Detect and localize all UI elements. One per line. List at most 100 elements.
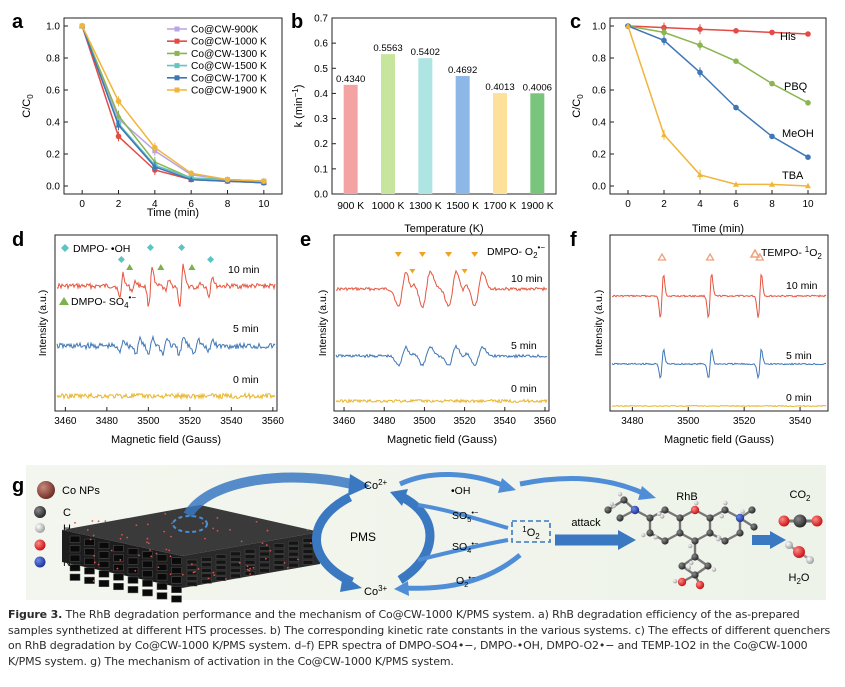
y-tick-label: 0.4 bbox=[46, 118, 60, 129]
co-particle bbox=[164, 513, 167, 515]
wood-pore bbox=[215, 559, 227, 565]
panel-letter: d bbox=[12, 229, 24, 251]
panel-letter: c bbox=[570, 11, 581, 33]
data-point bbox=[805, 154, 811, 160]
triangle-marker-icon bbox=[418, 252, 426, 257]
co-particle bbox=[121, 533, 123, 536]
x-tick-label: 3480 bbox=[96, 416, 119, 427]
co-particle bbox=[116, 567, 119, 570]
arrow-head bbox=[770, 531, 786, 549]
attack-label: attack bbox=[571, 517, 601, 529]
y-tick-label: 0.4 bbox=[314, 89, 328, 100]
y-tick-label: 0.7 bbox=[314, 14, 328, 25]
hydrogen-ball-icon bbox=[723, 500, 728, 506]
x-tick-label: 10 bbox=[258, 199, 270, 210]
atom-ball-icon bbox=[620, 496, 628, 504]
co-particle bbox=[216, 517, 219, 519]
wood-pore bbox=[259, 568, 270, 573]
pms-label: PMS bbox=[350, 530, 376, 544]
co-particle bbox=[246, 568, 249, 571]
series-label: His bbox=[780, 31, 796, 43]
bar-value-label: 0.4692 bbox=[448, 65, 477, 76]
co-particle bbox=[255, 520, 258, 523]
x-tick-label: 1900 K bbox=[521, 201, 554, 212]
wood-pore bbox=[302, 554, 314, 560]
y-tick-label: 0.2 bbox=[314, 139, 328, 150]
carbon-wood-block bbox=[62, 505, 320, 603]
diamond-marker-icon bbox=[146, 244, 154, 251]
wood-pore bbox=[127, 548, 139, 556]
co-particle bbox=[204, 537, 206, 540]
arrow-head bbox=[348, 474, 370, 496]
co-particle bbox=[216, 529, 219, 532]
data-point bbox=[661, 37, 667, 44]
y-axis-label: C/C0 bbox=[571, 94, 585, 118]
axis-ticks: 0 2 4 6 8 10 0.0 0.2 0.4 0.6 0.8 1.0 bbox=[46, 22, 270, 211]
wood-pore bbox=[201, 557, 212, 562]
wood-pore bbox=[156, 573, 168, 581]
wood-pore bbox=[113, 545, 124, 553]
x-tick-label: 3540 bbox=[494, 416, 517, 427]
co-particle bbox=[92, 534, 95, 537]
co-particle bbox=[134, 569, 137, 572]
data-point bbox=[188, 176, 195, 182]
co-particle bbox=[229, 528, 231, 531]
figure-caption: Figure 3. The RhB degradation performanc… bbox=[8, 607, 838, 669]
arrow-head bbox=[638, 486, 656, 500]
triangle-marker-icon bbox=[188, 264, 196, 270]
legend-label: Co@CW-1500 K bbox=[191, 61, 267, 72]
diamond-legend-icon bbox=[61, 244, 69, 252]
y-axis-label: Intensity (a.u.) bbox=[37, 290, 49, 357]
atom-ball-icon bbox=[676, 529, 684, 537]
panel-d: d 3460 3480 3500 3520 3540 3560 Magnetic fiel… bbox=[12, 229, 284, 446]
y-axis-label: Intensity (a.u.) bbox=[593, 290, 605, 357]
x-tick-label: 6 bbox=[733, 199, 739, 210]
y-tick-label: 0.4 bbox=[592, 118, 606, 129]
wood-pore bbox=[84, 576, 95, 584]
triangle-marker-icon bbox=[394, 252, 402, 257]
wood-pore bbox=[142, 551, 153, 559]
caption-text: The RhB degradation performance and the … bbox=[8, 608, 831, 668]
wood-pore bbox=[142, 579, 153, 587]
trace-label: 5 min bbox=[233, 323, 259, 335]
wood-pore bbox=[288, 546, 299, 551]
legend-so4: DMPO- SO4•− bbox=[71, 293, 136, 310]
data-point bbox=[661, 29, 667, 36]
triangle-legend-icon bbox=[59, 297, 69, 305]
arrow-shape bbox=[404, 553, 522, 591]
wood-pore bbox=[142, 570, 153, 578]
x-axis-label: Time (min) bbox=[692, 223, 744, 235]
singlet-oxygen-box bbox=[511, 520, 551, 543]
data-point bbox=[805, 100, 811, 106]
bar-value-label: 0.4006 bbox=[523, 82, 552, 93]
x-tick-label: 3460 bbox=[333, 416, 356, 427]
panel-letter: f bbox=[570, 229, 577, 251]
trace-5min bbox=[56, 334, 276, 357]
data-point bbox=[79, 23, 85, 29]
arrow-shape bbox=[417, 503, 509, 530]
series-line-tba bbox=[627, 25, 809, 187]
oxygen-ball-icon bbox=[34, 539, 46, 551]
wood-pore bbox=[288, 562, 299, 568]
co-particle bbox=[190, 563, 193, 566]
co-particle bbox=[169, 555, 172, 558]
x-tick-label: 3520 bbox=[733, 416, 756, 427]
data-point bbox=[805, 182, 811, 189]
arrow-shape bbox=[519, 476, 647, 497]
series-label: MeOH bbox=[782, 128, 814, 140]
hydrogen-ball-icon bbox=[653, 535, 658, 540]
trace-0min bbox=[56, 391, 276, 401]
wood-pore bbox=[288, 551, 299, 557]
trace-10min bbox=[56, 263, 276, 307]
data-point bbox=[733, 28, 739, 34]
nitrogen-ball-icon bbox=[34, 556, 46, 568]
co-particle bbox=[171, 522, 173, 525]
wood-pore bbox=[84, 557, 95, 565]
x-axis-label: Time (min) bbox=[147, 207, 199, 219]
wood-pore bbox=[156, 582, 168, 590]
co-particle bbox=[240, 540, 243, 543]
co-particle bbox=[74, 521, 76, 524]
co-particle bbox=[238, 561, 241, 564]
wood-pore bbox=[127, 576, 139, 584]
